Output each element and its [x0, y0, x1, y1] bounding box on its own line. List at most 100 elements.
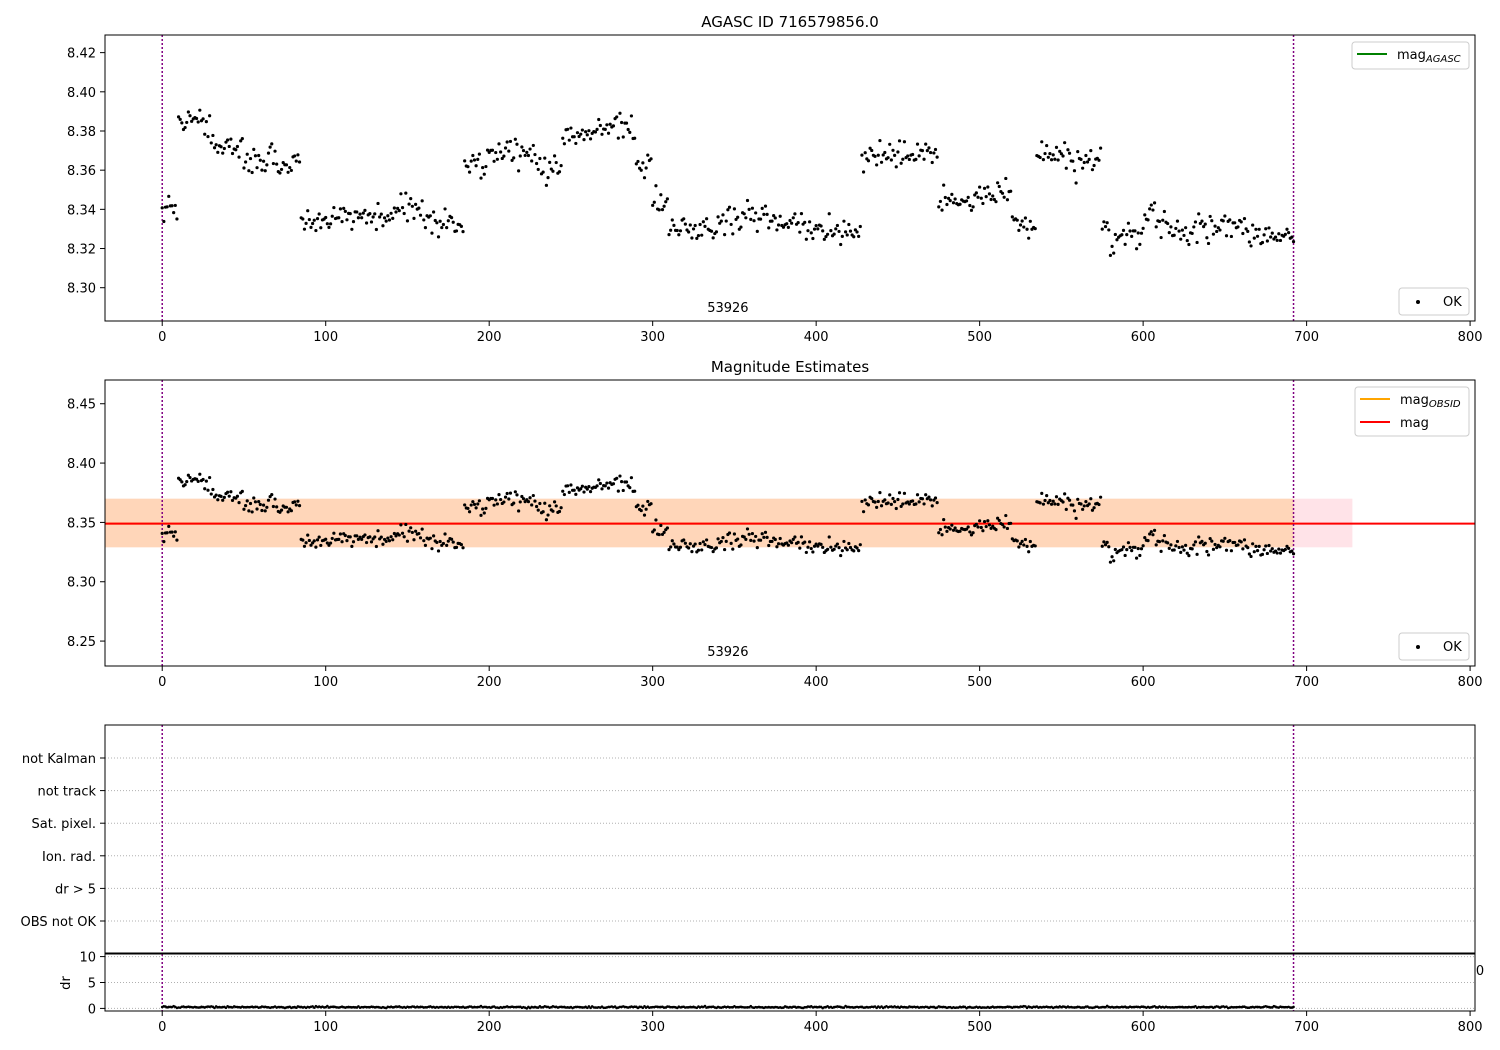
data-point: [214, 493, 218, 497]
data-point: [173, 530, 177, 534]
data-point: [911, 152, 915, 157]
data-point: [672, 223, 676, 227]
data-point: [1043, 151, 1047, 156]
data-point: [315, 217, 320, 221]
axes-frame: [104, 724, 1476, 954]
data-point: [1149, 203, 1153, 207]
data-point: [216, 150, 220, 154]
data-point: [227, 144, 231, 149]
data-point: [628, 486, 632, 490]
data-point: [459, 542, 463, 547]
data-point: [472, 502, 477, 506]
data-point: [778, 214, 782, 218]
data-point: [739, 543, 743, 547]
data-point: [669, 545, 673, 549]
data-point: [275, 162, 279, 166]
data-point: [742, 535, 746, 539]
data-point: [705, 538, 709, 542]
data-point: [1283, 232, 1287, 236]
data-point: [726, 208, 730, 212]
data-point: [580, 128, 584, 132]
data-point: [235, 494, 240, 498]
data-point: [1138, 553, 1142, 558]
data-point: [497, 142, 501, 146]
data-point: [548, 160, 552, 164]
data-point: [1043, 498, 1047, 503]
data-point: [698, 222, 702, 227]
data-point: [633, 489, 637, 493]
data-point: [644, 507, 648, 511]
data-point: [293, 500, 297, 504]
data-point: [951, 528, 956, 532]
data-point: [778, 536, 782, 541]
data-point: [201, 117, 205, 121]
data-point: [1228, 539, 1232, 543]
data-point: [360, 216, 364, 220]
data-point: [731, 547, 735, 551]
legend-lines: magAGASC: [1351, 41, 1470, 70]
data-point: [897, 139, 902, 143]
data-point: [1139, 231, 1144, 235]
data-point: [1071, 503, 1075, 507]
data-point: [1221, 219, 1225, 223]
legend-label: OK: [1443, 295, 1462, 310]
data-point: [405, 539, 410, 543]
data-point: [677, 548, 681, 552]
data-point: [1061, 154, 1065, 158]
data-point: [1033, 544, 1037, 548]
data-point: [1082, 160, 1086, 165]
data-point: [915, 493, 920, 497]
data-point: [839, 242, 843, 247]
data-point: [257, 153, 261, 158]
data-point: [1246, 546, 1250, 550]
data-point: [508, 491, 513, 495]
x-tick-label: 600: [1131, 1020, 1156, 1035]
data-point: [1120, 233, 1124, 237]
data-point: [752, 219, 756, 223]
data-point: [1269, 549, 1273, 553]
data-point: [1291, 552, 1296, 556]
data-point: [806, 545, 810, 549]
data-point: [255, 507, 259, 511]
data-point: [639, 168, 643, 172]
data-point: [914, 157, 918, 162]
data-point: [461, 546, 465, 550]
data-point: [620, 120, 624, 125]
data-point: [652, 200, 656, 204]
data-point: [1229, 549, 1234, 553]
data-point: [755, 229, 759, 233]
data-point: [566, 127, 570, 131]
data-point: [896, 150, 900, 154]
x-tick-label: 400: [804, 675, 829, 690]
data-point: [440, 225, 444, 230]
data-point: [1182, 233, 1186, 238]
data-point: [209, 492, 213, 496]
data-point: [762, 535, 766, 539]
data-point: [533, 152, 537, 157]
data-point: [933, 496, 938, 500]
data-point: [772, 213, 776, 218]
data-point: [721, 536, 725, 540]
data-point: [1105, 540, 1109, 544]
data-point: [1100, 227, 1104, 231]
data-point: [750, 206, 754, 210]
data-point: [982, 519, 987, 524]
data-point: [822, 237, 826, 241]
data-point: [301, 538, 305, 542]
data-point: [345, 539, 349, 543]
data-point: [651, 203, 655, 207]
data-point: [211, 487, 215, 492]
legend-point-swatch: [1416, 300, 1420, 304]
data-point: [879, 160, 884, 164]
data-point: [1087, 502, 1091, 506]
x-tick-label: 400: [804, 330, 829, 345]
data-point: [1130, 549, 1134, 553]
data-point: [1089, 149, 1093, 153]
data-point: [194, 116, 199, 121]
data-point: [678, 229, 683, 233]
data-point: [340, 540, 344, 544]
data-point: [296, 499, 300, 503]
data-point: [329, 541, 333, 545]
data-point: [1090, 508, 1095, 512]
